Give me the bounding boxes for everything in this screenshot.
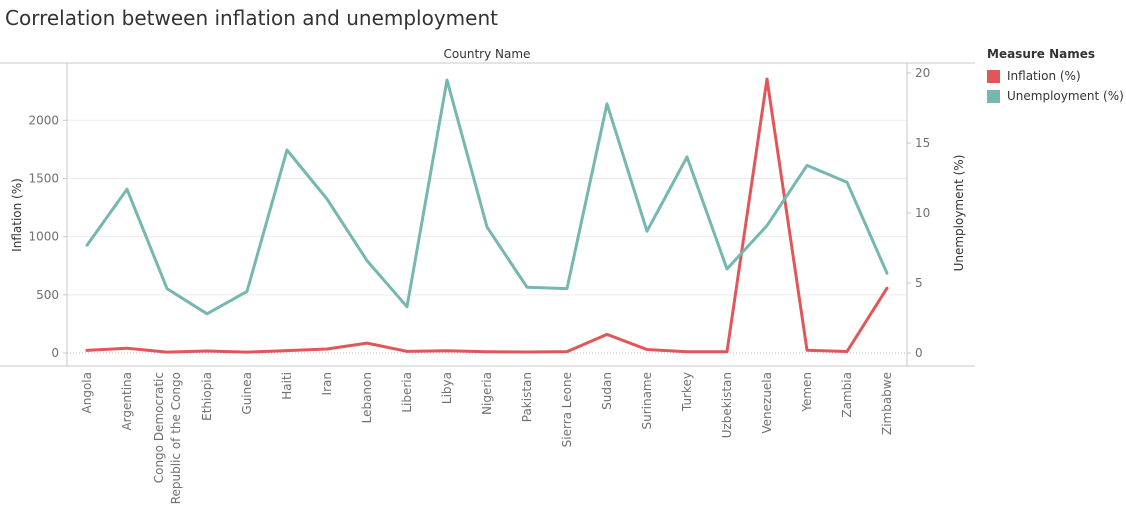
x-tick-label: Pakistan — [520, 372, 534, 422]
inflation-point — [366, 342, 369, 345]
legend-label-inflation: Inflation (%) — [1007, 69, 1081, 83]
x-tick-label: Uzbekistan — [720, 372, 734, 438]
y2-tick-label: 0 — [915, 346, 923, 360]
unemployment-point — [246, 290, 249, 293]
x-tick-label: Haiti — [280, 372, 294, 400]
x-tick-label: Liberia — [400, 372, 414, 413]
y2-tick-label: 15 — [915, 136, 930, 150]
unemployment-point — [686, 156, 689, 159]
unemployment-line — [85, 78, 889, 316]
unemployment-point — [486, 226, 489, 229]
unemployment-point — [166, 287, 169, 290]
legend-swatch-inflation — [987, 69, 1000, 83]
inflation-point — [246, 351, 249, 354]
x-tick-label: Angola — [80, 372, 94, 413]
x-tick-label: Guinea — [240, 372, 254, 415]
y-tick-label: 1500 — [28, 171, 59, 185]
x-tick-label: Sierra Leone — [560, 372, 574, 447]
y2-tick-label: 5 — [915, 276, 923, 290]
inflation-point — [406, 350, 409, 353]
legend: Measure Names Inflation (%) Unemployment… — [987, 47, 1124, 106]
inflation-point — [206, 350, 209, 353]
inflation-line — [85, 77, 889, 354]
unemployment-point — [806, 164, 809, 167]
unemployment-point — [766, 224, 769, 227]
inflation-point — [646, 348, 649, 351]
inflation-point — [86, 349, 89, 352]
legend-swatch-unemployment — [987, 89, 1000, 103]
chart-title: Correlation between inflation and unempl… — [5, 6, 498, 30]
x-tick-label: Ethiopia — [200, 372, 214, 421]
unemployment-point — [366, 259, 369, 262]
unemployment-point — [526, 286, 529, 289]
x-tick-label: Iran — [320, 372, 334, 395]
x-tick-label: Suriname — [640, 372, 654, 430]
inflation-point — [526, 350, 529, 353]
unemployment-point — [446, 79, 449, 82]
x-tick-label: Lebanon — [360, 372, 374, 423]
x-tick-label: Sudan — [600, 372, 614, 410]
legend-label-unemployment: Unemployment (%) — [1007, 89, 1124, 103]
x-tick-label: Zimbabwe — [880, 372, 894, 435]
inflation-point — [726, 350, 729, 353]
inflation-point — [446, 349, 449, 352]
x-tick-label: Zambia — [840, 372, 854, 418]
inflation-point — [566, 350, 569, 353]
inflation-point — [486, 350, 489, 353]
inflation-point — [166, 351, 169, 354]
inflation-point — [326, 348, 329, 351]
y-tick-label: 2000 — [28, 113, 59, 127]
inflation-point — [126, 347, 129, 350]
legend-title: Measure Names — [987, 47, 1096, 61]
inflation-point — [846, 350, 849, 353]
inflation-point — [606, 333, 609, 336]
unemployment-point — [126, 188, 129, 191]
x-tick-label: Yemen — [800, 372, 814, 413]
x-header: Country Name — [444, 47, 531, 61]
x-tick-label: Libya — [440, 372, 454, 404]
unemployment-point — [406, 305, 409, 308]
legend-item-unemployment[interactable]: Unemployment (%) — [987, 86, 1124, 106]
unemployment-point — [326, 198, 329, 201]
x-tick-label: Argentina — [120, 372, 134, 431]
y2-tick-label: 10 — [915, 206, 930, 220]
inflation-point — [686, 350, 689, 353]
unemployment-point — [726, 268, 729, 271]
unemployment-point — [86, 244, 89, 247]
unemployment-point — [646, 230, 649, 233]
y-tick-label: 0 — [51, 346, 59, 360]
unemployment-point — [886, 272, 889, 275]
y-axis-title: Inflation (%) — [10, 178, 24, 252]
y2-axis-title: Unemployment (%) — [952, 155, 966, 272]
x-tick-label: Congo Democratic Republic of the Congo — [152, 372, 183, 504]
x-tick-label: Nigeria — [480, 372, 494, 415]
unemployment-point — [286, 149, 289, 152]
x-tick-label: Venezuela — [760, 372, 774, 434]
y-tick-label: 1000 — [28, 230, 59, 244]
unemployment-point — [566, 287, 569, 290]
unemployment-point — [206, 312, 209, 315]
inflation-point — [766, 78, 769, 81]
inflation-point — [886, 287, 889, 290]
y2-tick-label: 20 — [915, 66, 930, 80]
inflation-point — [806, 349, 809, 352]
legend-item-inflation[interactable]: Inflation (%) — [987, 66, 1124, 86]
line-chart: Country Name 0 500 1000 1500 2000 0 5 10 15 20 Infl… — [0, 47, 975, 504]
x-tick-label: Turkey — [680, 372, 694, 412]
unemployment-point — [846, 181, 849, 184]
y-tick-label: 500 — [36, 288, 59, 302]
inflation-point — [286, 349, 289, 352]
unemployment-point — [606, 102, 609, 105]
